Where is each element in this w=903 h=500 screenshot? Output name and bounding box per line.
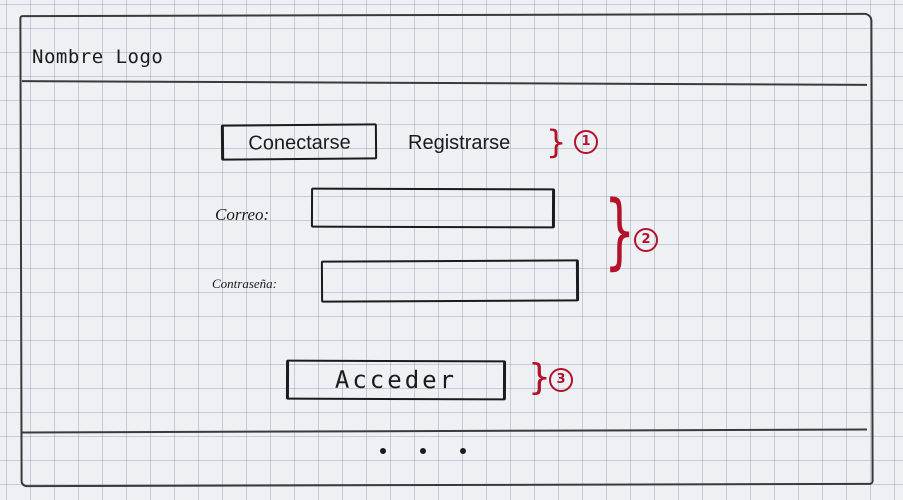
email-label: Correo:: [215, 205, 270, 224]
tab-connect[interactable]: Conectarse: [220, 123, 378, 161]
pagination-dot[interactable]: [460, 448, 466, 454]
email-field[interactable]: [310, 187, 556, 229]
pagination-dot[interactable]: [380, 448, 386, 454]
password-label: Contraseña:: [212, 276, 277, 291]
password-field[interactable]: [320, 259, 580, 303]
annotation-brace-2: }: [604, 184, 636, 279]
annotation-brace-1: }: [546, 123, 567, 161]
pagination-dots[interactable]: [380, 448, 466, 454]
pagination-dot[interactable]: [420, 448, 426, 454]
annotation-marker-3: 3: [549, 368, 573, 392]
annotation-marker-2: 2: [634, 228, 658, 252]
tab-register[interactable]: Registrarse: [408, 132, 511, 154]
submit-button[interactable]: Acceder: [285, 359, 507, 401]
annotation-marker-1: 1: [574, 130, 598, 154]
logo-name[interactable]: Nombre Logo: [32, 46, 164, 68]
annotation-brace-3: }: [528, 357, 551, 398]
